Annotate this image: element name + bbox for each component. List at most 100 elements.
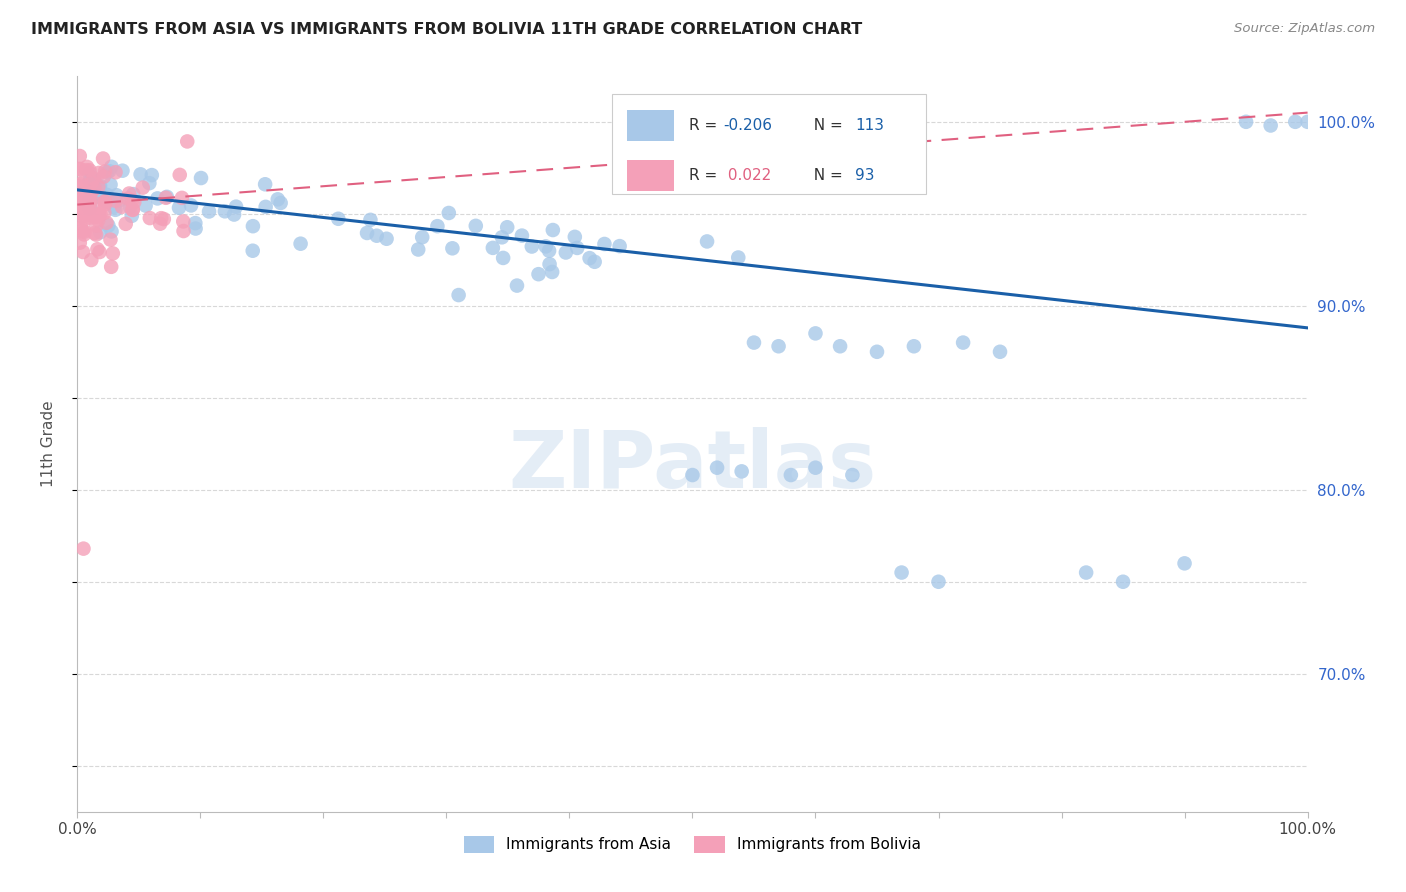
Point [77,193,100,207]
Point [366,228,388,243]
Point [124,194,146,209]
Text: R =: R = [689,119,721,134]
Point [682,468,704,483]
Point [170,191,193,205]
Point [1112,574,1135,589]
Point [84,197,107,211]
Point [180,198,202,212]
Point [118,186,141,201]
Point [101,246,124,260]
Point [155,191,177,205]
Point [87,166,110,180]
Point [952,335,974,350]
Point [77,190,100,204]
Text: N =: N = [804,168,848,183]
Point [731,464,754,478]
Point [79,187,101,202]
Point [79,202,101,216]
Point [79,186,101,201]
Point [89,225,111,239]
Point [79,196,101,211]
Point [70,194,93,209]
Point [79,174,101,188]
Point [70,220,93,235]
Point [82,181,104,195]
Point [100,160,122,174]
Point [538,257,561,271]
Text: 0.022: 0.022 [723,168,772,183]
Text: 93: 93 [855,168,875,183]
Point [139,211,162,225]
Point [72,245,94,260]
Point [780,468,803,483]
Point [1076,566,1098,580]
Point [184,221,207,235]
Point [76,200,98,214]
Point [77,203,100,218]
Point [96,165,118,179]
Point [270,196,292,211]
Point [328,211,350,226]
Point [169,168,191,182]
Text: N =: N = [804,119,848,134]
Point [491,230,513,244]
Point [593,237,616,252]
Point [583,254,606,268]
Point [141,168,163,182]
Point [375,232,398,246]
Point [1260,119,1282,133]
Point [768,339,790,353]
Point [150,211,173,226]
Point [93,206,115,220]
Point [117,192,139,206]
Point [132,180,155,194]
Point [830,339,852,353]
Point [69,211,91,226]
Point [104,194,127,208]
Point [564,230,586,244]
Point [482,241,505,255]
Point [75,163,97,178]
Point [111,200,134,214]
Text: R =: R = [689,168,727,183]
Point [1234,115,1257,129]
Point [87,187,110,202]
Point [76,160,98,174]
Point [94,195,117,210]
Point [290,236,312,251]
Point [538,244,561,258]
Point [73,227,96,242]
Point [100,233,122,247]
Point [359,212,381,227]
Point [69,162,91,177]
Point [96,187,118,202]
Point [91,152,114,166]
Text: Source: ZipAtlas.com: Source: ZipAtlas.com [1234,22,1375,36]
Legend: Immigrants from Asia, Immigrants from Bolivia: Immigrants from Asia, Immigrants from Bo… [457,830,928,859]
Point [89,178,111,193]
Point [89,180,111,194]
Point [406,243,429,257]
Point [492,251,515,265]
Point [100,178,122,192]
Point [149,217,172,231]
Point [87,209,110,223]
Point [121,202,143,217]
Point [69,161,91,176]
Point [184,216,207,230]
Point [727,251,749,265]
Point [541,223,564,237]
Point [69,235,91,250]
Point [94,164,117,178]
Point [97,194,120,209]
Point [114,217,136,231]
Point [87,213,110,227]
Text: 113: 113 [855,119,884,134]
Point [69,196,91,211]
Point [153,212,176,227]
Point [87,179,110,194]
Point [554,245,576,260]
Point [135,198,157,212]
Point [534,239,557,253]
Point [527,267,550,281]
